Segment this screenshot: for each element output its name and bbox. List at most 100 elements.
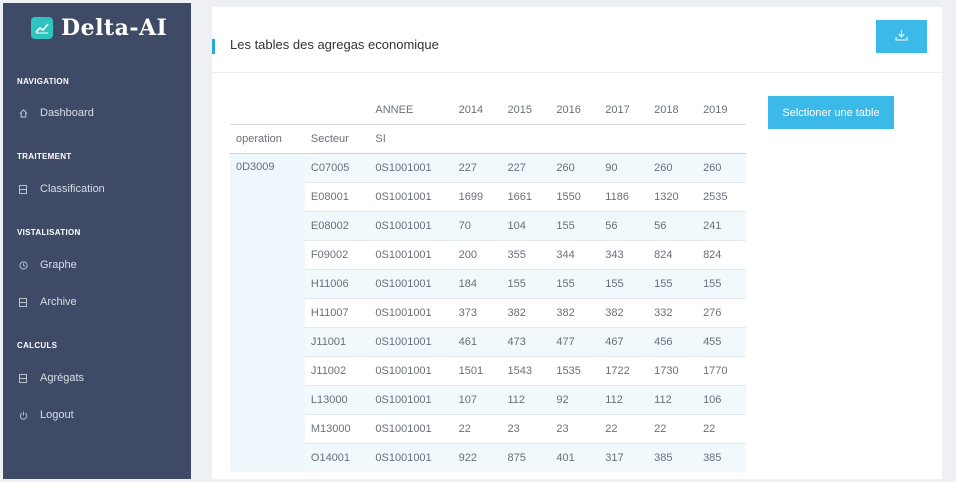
cell-value: 56 [599,211,649,241]
table-header-row: ANNEE 2014 2015 2016 2017 2018 2019 [230,96,746,125]
sidebar-item-archive[interactable]: Archive [18,296,77,308]
cell-value: 385 [697,443,746,472]
clock-icon [18,260,28,270]
cell-value: 1320 [648,182,698,212]
cell-secteur: J11002 [304,356,370,386]
cell-value: 184 [452,269,502,299]
brand-logo[interactable]: Delta-AI [31,15,167,41]
cell-value: 70 [452,211,502,241]
cell-value: 22 [452,414,502,444]
cell-value: 1186 [599,182,649,212]
cell-value: 382 [550,298,600,328]
cell-si: 0S1001001 [369,153,453,183]
cell-value: 104 [501,211,551,241]
table-row: L13000 0S1001001 107 112 92 112 112 106 [230,385,746,415]
cell-value: 344 [550,240,600,270]
cell-value: 155 [648,269,698,299]
cell-value: 155 [501,269,551,299]
table-row: J11001 0S1001001 461 473 477 467 456 455 [230,327,746,357]
table-row: E08002 0S1001001 70 104 155 56 56 241 [230,211,746,241]
cell-value: 92 [550,385,600,415]
home-icon [18,108,28,118]
sidebar-item-logout[interactable]: Logout [18,409,74,421]
power-icon [18,411,28,420]
cell-value: 456 [648,327,698,357]
header-operation: operation [230,124,305,154]
header-year: 2019 [703,104,728,116]
sidebar-item-label: Agrégats [40,372,85,384]
cell-value: 112 [501,385,551,415]
cell-value: 22 [697,414,746,444]
cell-value: 461 [452,327,502,357]
table-header-row: operation Secteur SI [230,124,746,154]
list-icon [18,297,28,307]
cell-value: 317 [599,443,649,472]
cell-value: 1730 [648,356,698,386]
cell-value: 155 [550,269,600,299]
sidebar-item-label: Logout [40,409,74,421]
cell-value: 473 [501,327,551,357]
cell-value: 260 [697,153,746,183]
table-row: F09002 0S1001001 200 355 344 343 824 824 [230,240,746,270]
cell-value: 260 [550,153,600,183]
page-title: Les tables des agregas economique [230,37,439,52]
cell-value: 401 [550,443,600,472]
cell-secteur: C07005 [304,153,370,183]
nav-section-navigation: NAVIGATION [17,77,70,86]
cell-value: 824 [648,240,698,270]
cell-operation: 0D3009 [230,153,305,472]
cell-value: 1722 [599,356,649,386]
download-button[interactable] [876,20,927,53]
cell-value: 1535 [550,356,600,386]
header-secteur: Secteur [304,124,370,154]
sidebar-item-agregats[interactable]: Agrégats [18,372,84,384]
sidebar-item-dashboard[interactable]: Dashboard [18,107,94,119]
cell-secteur: E08001 [304,182,370,212]
list-icon [18,184,28,194]
list-icon [18,373,28,383]
cell-value: 875 [501,443,551,472]
cell-value: 922 [452,443,502,472]
cell-value: 385 [648,443,698,472]
cell-value: 106 [697,385,746,415]
sidebar-item-label: Dashboard [40,107,94,119]
cell-value: 455 [697,327,746,357]
table-row: O14001 0S1001001 922 875 401 317 385 385 [230,443,746,472]
select-table-button[interactable]: Selctioner une table [768,96,894,129]
table-body: 0D3009 C07005 0S1001001 227 227 260 90 260 260 E0… [230,153,746,472]
cell-value: 824 [697,240,746,270]
nav-section-traitement: TRAITEMENT [17,152,72,161]
cell-secteur: M13000 [304,414,370,444]
cell-secteur: O14001 [304,443,370,472]
cell-value: 2535 [697,182,746,212]
table-row: 0D3009 C07005 0S1001001 227 227 260 90 260 260 [230,153,746,472]
cell-secteur: L13000 [304,385,370,415]
cell-si: 0S1001001 [369,211,453,241]
sidebar: Delta-AI NAVIGATION Dashboard TRAITEMENT… [3,3,191,479]
nav-section-calculs: CALCULS [17,341,58,350]
cell-value: 155 [550,211,600,241]
sidebar-item-label: Classification [40,183,105,195]
sidebar-item-graphe[interactable]: Graphe [18,259,77,271]
cell-value: 373 [452,298,502,328]
cell-si: 0S1001001 [369,182,453,212]
cell-value: 355 [501,240,551,270]
header-empty [230,96,305,125]
sidebar-item-classification[interactable]: Classification [18,183,105,195]
cell-value: 1699 [452,182,502,212]
table-row: H11007 0S1001001 373 382 382 382 332 276 [230,298,746,328]
cell-value: 112 [648,385,698,415]
header-annee: ANNEE [375,104,414,116]
table-row: J11002 0S1001001 1501 1543 1535 1722 1730 1770 [230,356,746,386]
cell-value: 1543 [501,356,551,386]
cell-value: 90 [599,153,649,183]
cell-value: 23 [501,414,551,444]
card-divider [212,72,942,73]
cell-value: 1661 [501,182,551,212]
cell-value: 155 [697,269,746,299]
cell-value: 227 [501,153,551,183]
cell-value: 107 [452,385,502,415]
header-empty [305,96,370,125]
title-accent-bar [212,39,215,54]
cell-si: 0S1001001 [369,269,453,299]
